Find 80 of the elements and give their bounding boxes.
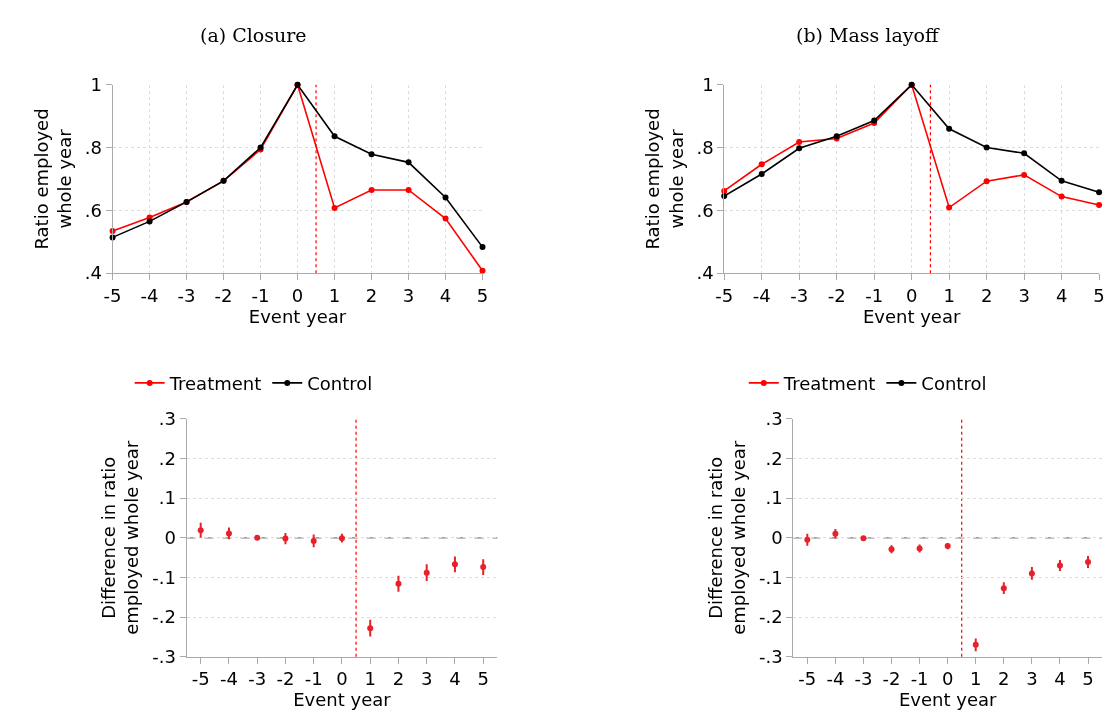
x-tick-label: 2 [980, 284, 993, 306]
x-tick-label: 3 [1018, 284, 1030, 306]
x-axis-title: Event year [898, 689, 997, 711]
x-tick-label: 2 [392, 668, 405, 690]
x-tick-label: 0 [336, 668, 348, 690]
y-tick-label: .4 [696, 262, 714, 284]
x-tick-label: -5 [715, 284, 734, 306]
x-tick-label: -4 [752, 284, 771, 306]
y-tick-label: .6 [84, 199, 102, 221]
y-tick-label: -.2 [759, 606, 783, 628]
chart-title: (b) Mass layoff [796, 24, 940, 46]
x-tick-label: -5 [191, 668, 210, 690]
x-tick-label: 3 [402, 284, 415, 306]
x-tick-label: 4 [439, 284, 452, 306]
y-tick-label: .8 [84, 136, 102, 158]
x-tick-label: 4 [449, 668, 461, 690]
x-tick-label: 5 [1082, 668, 1094, 690]
x-tick-label: 2 [365, 284, 378, 306]
y-tick-label: -.3 [759, 646, 783, 668]
y-tick-label: .2 [765, 447, 783, 469]
x-tick-label: -3 [790, 284, 809, 306]
legend-label: Control [921, 372, 987, 394]
x-axis-title: Event year [862, 305, 961, 327]
x-tick-label: 0 [941, 668, 954, 690]
y-tick-label: -.2 [152, 606, 176, 628]
x-tick-label: -1 [304, 668, 323, 690]
y-tick-label: -.3 [152, 646, 176, 668]
x-tick-label: 5 [477, 668, 489, 690]
x-tick-label: 4 [1054, 668, 1066, 690]
y-axis-title: Difference in ratio employed whole year [704, 440, 750, 635]
x-tick-label: 5 [476, 284, 489, 306]
x-tick-label: -2 [882, 668, 901, 690]
x-tick-label: -5 [798, 668, 817, 690]
y-tick-label: -.1 [759, 566, 783, 588]
y-tick-label: .1 [158, 487, 176, 509]
x-tick-label: 2 [998, 668, 1010, 690]
y-tick-label: .3 [158, 408, 176, 430]
legend-label: Treatment [782, 372, 876, 394]
x-tick-label: -1 [251, 284, 270, 306]
x-tick-label: -1 [865, 284, 884, 306]
y-axis-title: Difference in ratio employed whole year [98, 440, 143, 635]
x-tick-label: -1 [910, 668, 929, 690]
x-tick-label: 0 [905, 284, 918, 306]
x-axis-title: Event year [293, 689, 392, 711]
x-tick-label: 0 [291, 284, 304, 306]
y-tick-label: 1 [702, 74, 714, 96]
x-tick-label: 5 [1093, 284, 1105, 306]
legend-label: Treatment [168, 372, 262, 394]
x-tick-label: -4 [140, 284, 159, 306]
x-tick-label: -5 [103, 284, 122, 306]
y-tick-label: 0 [164, 527, 176, 549]
x-tick-label: 3 [420, 668, 433, 690]
y-tick-label: .3 [765, 408, 783, 430]
x-tick-label: -3 [248, 668, 267, 690]
chart-title: (a) Closure [200, 24, 307, 46]
x-tick-label: -2 [214, 284, 233, 306]
y-axis-title: Ratio employed whole year [642, 108, 687, 250]
x-tick-label: -2 [276, 668, 295, 690]
y-axis-title: Ratio employed whole year [30, 108, 75, 250]
x-tick-label: 4 [1055, 284, 1068, 306]
x-tick-label: -2 [827, 284, 846, 306]
y-tick-label: .2 [158, 447, 176, 469]
x-tick-label: -3 [177, 284, 196, 306]
y-tick-label: 0 [771, 527, 783, 549]
y-tick-label: 1 [90, 74, 102, 96]
y-tick-label: .1 [765, 487, 783, 509]
legend-label: Control [307, 372, 373, 394]
x-axis-title: Event year [248, 305, 347, 327]
x-tick-label: 1 [943, 284, 955, 306]
y-tick-label: .8 [696, 136, 714, 158]
y-tick-label: .4 [84, 262, 102, 284]
y-tick-label: -.1 [152, 566, 176, 588]
x-tick-label: 3 [1026, 668, 1038, 690]
x-tick-label: 1 [328, 284, 341, 306]
x-tick-label: -4 [219, 668, 238, 690]
x-tick-label: 1 [970, 668, 982, 690]
y-tick-label: .6 [696, 199, 714, 221]
x-tick-label: 1 [364, 668, 376, 690]
x-tick-label: -4 [826, 668, 845, 690]
x-tick-label: -3 [854, 668, 873, 690]
